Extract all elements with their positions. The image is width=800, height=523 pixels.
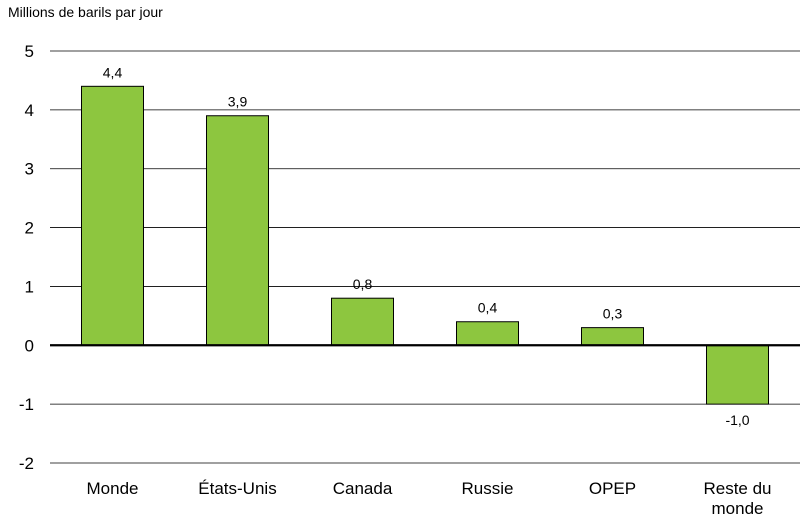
data-label: 4,4 [103,64,123,80]
labels: 5 4 3 2 1 0 -1 -2 4,4 Monde 3,9 États-Unis 0,8 Canada… [19,42,772,518]
data-label: 0,3 [603,306,623,322]
y-tick-label: 4 [25,101,34,120]
y-axis-label: Millions de barils par jour [8,4,163,20]
x-tick-label: Reste du monde [703,479,771,518]
bar [331,297,394,346]
x-tick-label-line: Monde [87,479,139,498]
x-tick-label-line: monde [712,499,764,518]
x-tick-label-line: Canada [333,479,393,498]
bar [706,344,769,405]
x-tick-label: Monde [87,479,139,498]
bar [206,115,269,346]
bar [81,85,144,346]
x-tick-label: OPEP [589,479,636,498]
y-tick-label: -2 [19,454,34,473]
gridlines [50,50,800,464]
y-tick-label: 5 [25,42,34,61]
bar [581,327,644,346]
x-tick-label-line: États-Unis [198,479,276,498]
y-tick-label: 1 [25,277,34,296]
data-label: 0,8 [353,276,373,292]
y-tick-label: 3 [25,160,34,179]
y-tick-label: 2 [25,219,34,238]
data-label: 0,4 [478,300,498,316]
x-tick-label-line: OPEP [589,479,636,498]
x-tick-label: États-Unis [198,479,276,498]
data-label: -1,0 [725,412,749,428]
y-tick-label: -1 [19,395,34,414]
x-tick-label-line: Russie [462,479,514,498]
x-tick-label: Russie [462,479,514,498]
x-tick-label-line: Reste du [703,479,771,498]
x-tick-label: Canada [333,479,393,498]
y-tick-label: 0 [25,336,34,355]
bar [456,321,519,346]
bars [81,85,769,405]
data-label: 3,9 [228,94,248,110]
